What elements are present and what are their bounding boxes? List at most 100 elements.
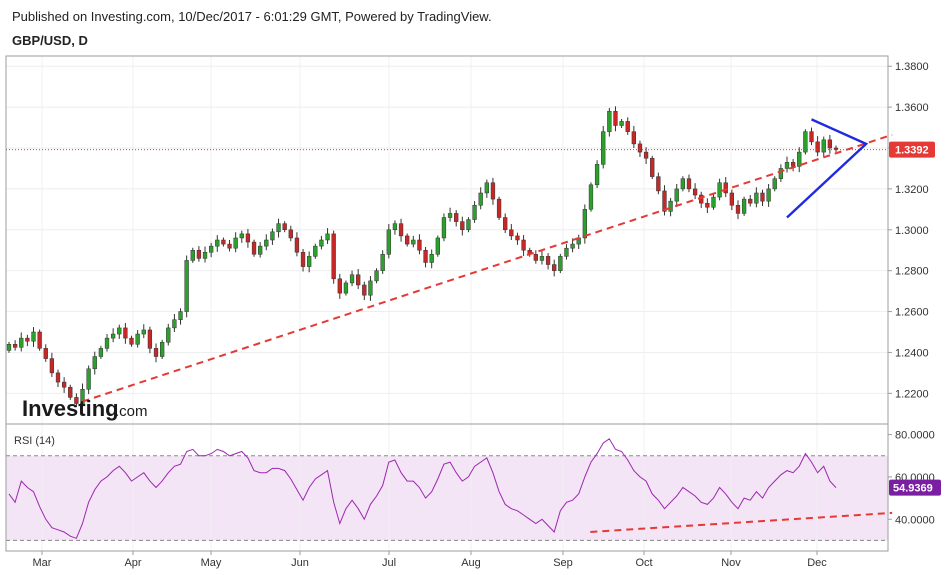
candle-body — [803, 131, 808, 153]
candle-body — [331, 233, 336, 280]
support-trendline — [82, 133, 893, 403]
candle-body — [656, 176, 661, 192]
candle-body — [435, 237, 440, 255]
candle-body — [61, 381, 67, 388]
price-y-axis: 1.38001.36001.34001.32001.30001.28001.26… — [888, 61, 929, 400]
candle-body — [821, 139, 826, 153]
candle-body — [49, 358, 55, 374]
candle-body — [545, 256, 551, 265]
candle-body — [374, 270, 379, 282]
month-axis: Mar Apr May Jun Jul Aug Sep Oct Nov Dec — [33, 551, 827, 569]
price-annotations — [6, 118, 893, 403]
month-label: Nov — [721, 557, 741, 569]
candle-body — [349, 274, 355, 284]
candle-body — [784, 162, 790, 169]
candle-body — [454, 213, 459, 222]
candle-body — [37, 331, 42, 349]
candle-body — [509, 229, 514, 237]
candle-body — [25, 337, 30, 342]
price-tick-label: 1.2600 — [895, 307, 929, 319]
current-price-badge: 1.3392 — [889, 141, 935, 158]
month-label: Apr — [124, 557, 141, 569]
candle-body — [251, 241, 257, 255]
candle-body — [686, 178, 692, 190]
candle-body — [778, 168, 784, 179]
candle-body — [503, 217, 508, 231]
candle-body — [711, 196, 716, 208]
candle-body — [668, 200, 673, 212]
candle-body — [405, 235, 410, 245]
candle-body — [815, 141, 820, 153]
candle-body — [239, 233, 244, 239]
candle-body — [104, 337, 110, 349]
candle-body — [227, 243, 232, 249]
rsi-layer — [8, 438, 893, 539]
candle-body — [466, 219, 471, 231]
triangle-pattern — [786, 118, 869, 219]
candle-body — [313, 245, 318, 257]
candle-body — [625, 121, 630, 132]
candle-body — [429, 254, 434, 263]
month-label: Jun — [291, 557, 309, 569]
candle-body — [153, 348, 159, 357]
candle-body — [86, 368, 91, 390]
svg-text:1.3392: 1.3392 — [895, 145, 929, 157]
candle-body — [196, 249, 202, 259]
candle-body — [515, 235, 520, 241]
candle-body — [827, 139, 833, 149]
candle-body — [472, 204, 477, 220]
candle-body — [325, 233, 330, 241]
candle-body — [380, 254, 385, 271]
candle-body — [613, 110, 618, 126]
candle-body — [717, 182, 722, 198]
candle-body — [270, 231, 275, 241]
candle-body — [760, 192, 765, 202]
rsi-band — [6, 455, 888, 541]
candle-body — [209, 245, 214, 253]
candle-body — [288, 229, 293, 239]
candle-body — [674, 188, 679, 202]
candle-body — [705, 202, 710, 208]
candle-body — [368, 280, 373, 296]
candle-body — [392, 223, 398, 231]
candle-body — [680, 178, 686, 190]
candle-body — [19, 337, 24, 348]
candle-body — [496, 198, 502, 218]
logo-brand-suffix: .com — [115, 403, 148, 420]
candle-body — [258, 245, 263, 255]
candle-body — [729, 192, 735, 206]
candle-body — [748, 198, 753, 204]
candle-body — [300, 252, 306, 267]
candle-body — [766, 188, 771, 202]
candle-body — [564, 247, 569, 257]
price-tick-label: 1.3800 — [895, 61, 929, 73]
candle-body — [178, 311, 183, 320]
candle-body — [294, 237, 300, 253]
candle-body — [166, 327, 171, 343]
candle-body — [643, 151, 649, 159]
candle-body — [601, 131, 606, 165]
candle-body — [735, 204, 741, 214]
candle-body — [558, 256, 563, 271]
candle-body — [797, 151, 802, 167]
candle-body — [80, 388, 85, 404]
candle-body — [98, 348, 104, 357]
candle-body — [490, 182, 496, 200]
price-tick-label: 1.3200 — [895, 184, 929, 196]
candle-body — [594, 164, 600, 186]
candle-body — [141, 329, 146, 335]
candle-body — [692, 188, 698, 196]
candle-body — [478, 192, 483, 206]
candle-body — [637, 143, 643, 153]
candle-body — [245, 233, 251, 243]
candle-body — [607, 110, 612, 132]
investing-logo: Investing .com — [22, 396, 148, 421]
candle-body — [833, 147, 839, 150]
candle-body — [650, 157, 655, 177]
candle-body — [460, 221, 465, 231]
price-gridlines — [6, 56, 888, 551]
candle-body — [159, 341, 165, 357]
rsi-gridlines — [6, 455, 888, 541]
candle-body — [184, 260, 189, 312]
